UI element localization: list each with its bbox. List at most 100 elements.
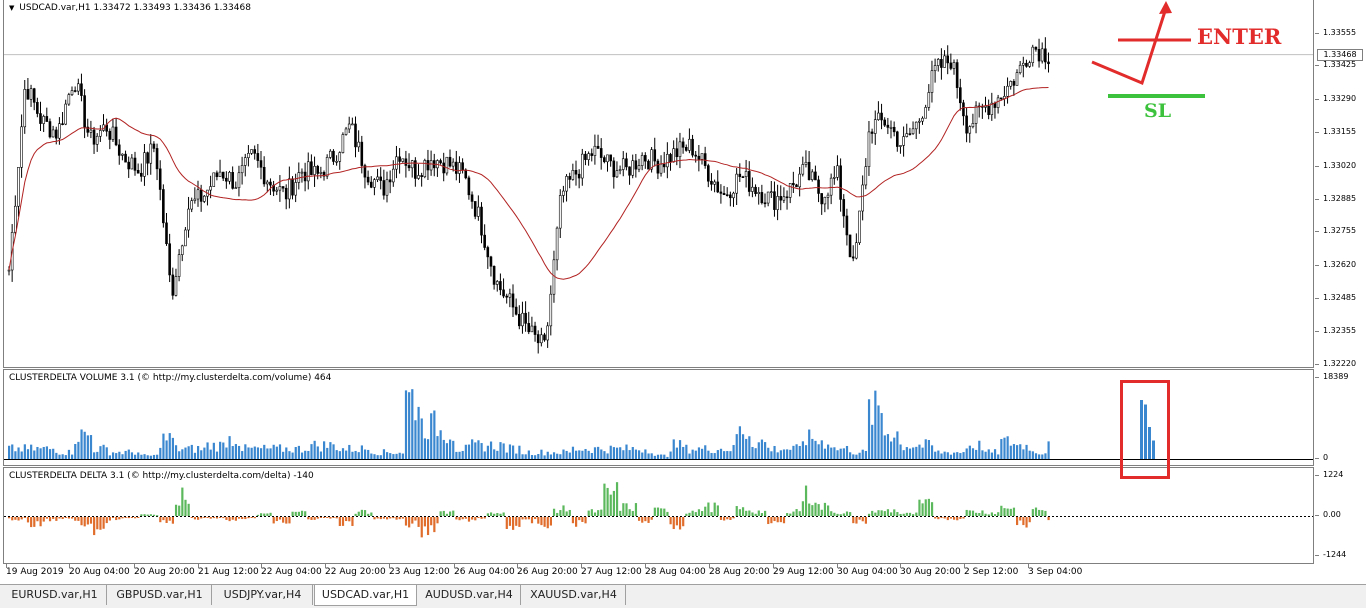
delta-bar-negative <box>348 517 351 522</box>
delta-bar-positive <box>930 502 934 516</box>
candle-body <box>77 83 80 92</box>
candle <box>180 244 184 262</box>
volume-bar <box>940 453 943 459</box>
candle <box>454 150 458 181</box>
delta-indicator-pane[interactable]: CLUSTERDELTA DELTA 3.1 (© http://my.clus… <box>3 467 1314 564</box>
candle-body <box>190 200 193 210</box>
symbol-info-text: USDCAD.var,H1 1.33472 1.33493 1.33436 1.… <box>19 3 251 13</box>
volume-indicator-pane[interactable]: CLUSTERDELTA VOLUME 3.1 (© http://my.clu… <box>3 369 1314 466</box>
chart-tab-xauusd[interactable]: XAUUSD.var,H4 <box>522 585 626 605</box>
volume-bar <box>987 449 990 459</box>
candle <box>174 268 178 297</box>
candle <box>347 116 351 134</box>
candle-body <box>987 105 990 115</box>
candle-body <box>823 196 827 205</box>
delta-bar-negative <box>581 517 584 522</box>
candle-body <box>86 126 90 133</box>
candle <box>332 149 335 165</box>
candle <box>735 168 738 206</box>
delta-bar-negative <box>395 517 398 520</box>
delta-bar-negative <box>307 517 310 520</box>
delta-bar-negative <box>1016 517 1019 526</box>
volume-bar <box>505 452 508 459</box>
volume-bar <box>174 445 178 459</box>
candle <box>609 154 612 167</box>
volume-bar <box>968 445 971 459</box>
delta-bar-negative <box>253 517 256 519</box>
volume-bar <box>647 453 650 459</box>
volume-bar <box>581 450 584 459</box>
volume-bar <box>253 446 256 459</box>
chart-tab-usdcad[interactable]: USDCAD.var,H1 <box>314 585 417 606</box>
price-scale-tick <box>1315 298 1319 300</box>
volume-bar <box>792 445 795 459</box>
volume-bar <box>571 446 575 459</box>
volume-bar <box>738 426 741 459</box>
delta-bar-negative <box>171 517 174 524</box>
candle <box>754 184 757 197</box>
volume-bar <box>348 444 351 459</box>
price-scale-tick <box>1315 364 1319 365</box>
volume-bar <box>1019 444 1022 459</box>
candle <box>911 121 915 135</box>
volume-bar <box>893 437 896 459</box>
chart-tab-usdjpy[interactable]: USDJPY.var,H4 <box>213 585 313 605</box>
candle <box>1018 61 1022 75</box>
chart-tab-eurusd[interactable]: EURUSD.var,H1 <box>3 585 107 605</box>
candle-body <box>83 95 86 128</box>
volume-bar <box>820 440 823 459</box>
candle <box>974 101 978 134</box>
time-axis-label: 22 Aug 20:00 <box>325 567 386 577</box>
delta-bar-negative <box>436 517 439 524</box>
delta-bar-positive <box>754 513 757 516</box>
delta-scale-mid: 0.00 <box>1323 510 1341 519</box>
candle <box>880 103 883 130</box>
candle <box>612 157 616 189</box>
dropdown-triangle-icon[interactable]: ▼ <box>9 4 15 12</box>
candle-body <box>32 88 36 103</box>
delta-bar-negative <box>118 517 121 520</box>
delta-bar-positive <box>628 509 631 516</box>
price-chart-pane[interactable]: ▼ USDCAD.var,H1 1.33472 1.33493 1.33436 … <box>3 0 1314 368</box>
volume-bar <box>852 454 855 459</box>
price-scale[interactable]: 1.33555 1.33425 1.33290 1.33155 1.33020 1.328… <box>1315 0 1366 368</box>
candle <box>533 321 537 342</box>
volume-bar <box>675 447 678 459</box>
volume-bar <box>653 455 656 459</box>
delta-bar-negative <box>275 517 278 522</box>
candle-body <box>832 177 836 179</box>
volume-bar <box>360 445 363 459</box>
volume-bar <box>641 452 644 459</box>
candle <box>719 184 723 204</box>
time-axis-label: 30 Aug 04:00 <box>837 567 898 577</box>
volume-bar <box>404 390 408 459</box>
volume-bar <box>26 449 30 459</box>
delta-bar-negative <box>578 517 581 521</box>
delta-bar-negative <box>527 517 530 520</box>
delta-bar-positive <box>562 505 565 516</box>
candle-body <box>732 192 735 199</box>
forecast-volume-bar <box>1148 427 1151 459</box>
candle-body <box>996 97 1000 108</box>
candle-body <box>949 62 953 69</box>
volume-bar <box>143 454 146 459</box>
candle <box>747 161 751 197</box>
delta-bar-negative <box>408 517 411 528</box>
delta-bar-positive <box>439 511 442 516</box>
volume-bar <box>52 448 55 459</box>
candle <box>814 165 817 181</box>
delta-bar-positive <box>184 499 187 516</box>
candle-body <box>70 90 74 95</box>
chart-tab-audusd[interactable]: AUDUSD.var,H4 <box>418 585 521 605</box>
candle-body <box>908 133 912 135</box>
delta-bar-positive <box>811 505 814 516</box>
candle-body <box>946 55 950 64</box>
volume-bar <box>625 444 628 459</box>
delta-bar-negative <box>77 517 80 521</box>
candle <box>848 234 852 258</box>
delta-bar-positive <box>827 505 830 516</box>
candle-body <box>114 126 118 146</box>
candle-body <box>162 189 165 224</box>
chart-tab-gbpusd[interactable]: GBPUSD.var,H1 <box>108 585 212 605</box>
candle <box>335 155 338 166</box>
